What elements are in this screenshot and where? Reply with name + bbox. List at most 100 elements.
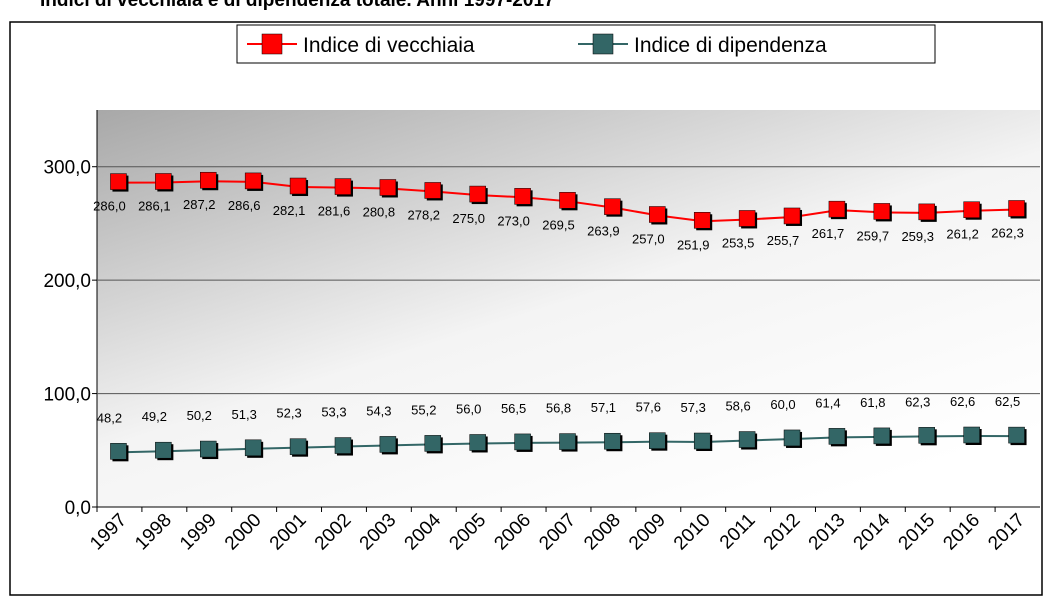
marker	[379, 436, 397, 453]
marker	[918, 203, 935, 221]
marker	[873, 427, 891, 445]
marker	[559, 192, 576, 209]
x-tick-label: 2017	[984, 510, 1029, 555]
data-label: 49,2	[142, 409, 167, 424]
marker	[289, 177, 307, 195]
marker	[693, 212, 711, 229]
data-label: 281,6	[318, 204, 351, 219]
marker	[1008, 426, 1025, 444]
chart-title: Indici di vecchiaia e di dipendenza tota…	[40, 0, 555, 11]
y-tick-label: 100,0	[43, 385, 91, 406]
data-label: 57,1	[591, 400, 616, 415]
x-tick-label: 2008	[580, 510, 625, 555]
data-label: 259,3	[901, 229, 934, 244]
data-label: 261,7	[812, 226, 845, 241]
data-label: 62,3	[905, 394, 930, 409]
x-tick-label: 2006	[490, 510, 535, 555]
marker	[649, 432, 666, 449]
x-tick-label: 2012	[760, 510, 805, 555]
marker	[828, 428, 846, 445]
y-tick-label: 0,0	[65, 498, 91, 519]
data-label: 52,3	[276, 406, 301, 421]
marker	[289, 438, 307, 455]
data-label: 48,2	[97, 410, 122, 425]
y-tick-label: 200,0	[43, 271, 91, 292]
y-tick-label: 300,0	[43, 158, 91, 179]
data-label: 56,5	[501, 401, 526, 416]
marker	[244, 439, 262, 457]
marker	[334, 178, 352, 195]
marker	[783, 429, 801, 447]
legend-marker	[261, 33, 283, 55]
marker	[155, 173, 172, 190]
data-label: 275,0	[452, 211, 485, 226]
chart-frame	[9, 21, 1043, 596]
data-label: 269,5	[542, 217, 575, 232]
x-tick-label: 2002	[311, 510, 356, 555]
data-label: 287,2	[183, 197, 216, 212]
data-label: 56,0	[456, 401, 481, 416]
x-tick-label: 2013	[805, 510, 850, 555]
marker	[559, 433, 576, 450]
data-label: 286,1	[138, 198, 171, 213]
marker	[693, 432, 711, 450]
data-label: 280,8	[363, 204, 396, 219]
x-tick-label: 2000	[221, 510, 266, 555]
marker	[200, 171, 217, 189]
x-tick-label: 1997	[86, 510, 131, 555]
marker	[469, 434, 486, 451]
data-label: 51,3	[232, 407, 257, 422]
legend-label: Indice di dipendenza	[634, 34, 827, 57]
marker	[604, 198, 621, 215]
x-tick-label: 2004	[401, 509, 446, 554]
x-tick-label: 2010	[670, 510, 715, 555]
x-tick-label: 2003	[356, 510, 401, 555]
marker	[334, 437, 352, 454]
marker	[1008, 200, 1025, 217]
data-label: 257,0	[632, 231, 665, 246]
data-label: 62,5	[995, 394, 1020, 409]
data-label: 262,3	[991, 225, 1024, 240]
x-tick-label: 2001	[266, 510, 311, 555]
x-tick-label: 2005	[445, 510, 490, 555]
marker	[244, 172, 262, 190]
data-label: 263,9	[587, 224, 620, 239]
data-label: 62,6	[950, 394, 975, 409]
marker	[963, 201, 980, 218]
data-label: 57,3	[681, 400, 706, 415]
legend-marker	[592, 33, 614, 55]
data-label: 61,8	[860, 395, 885, 410]
marker	[828, 200, 846, 218]
marker	[200, 440, 217, 458]
data-label: 286,0	[93, 199, 126, 214]
marker	[514, 433, 531, 451]
data-label: 60,0	[770, 397, 795, 412]
data-label: 54,3	[366, 403, 391, 418]
marker	[424, 182, 442, 199]
data-label: 255,7	[767, 233, 800, 248]
marker	[738, 431, 756, 448]
marker	[783, 207, 801, 225]
data-label: 50,2	[187, 408, 212, 423]
marker	[110, 173, 127, 190]
marker	[379, 179, 397, 196]
marker	[514, 188, 531, 205]
x-tick-label: 1999	[176, 510, 221, 555]
marker	[424, 435, 442, 452]
data-label: 261,2	[946, 227, 979, 242]
data-label: 282,1	[273, 203, 306, 218]
marker	[155, 441, 172, 459]
data-label: 58,6	[725, 399, 750, 414]
marker	[469, 185, 486, 203]
data-label: 253,5	[722, 235, 755, 250]
x-tick-label: 2016	[939, 510, 984, 555]
data-label: 53,3	[321, 405, 346, 420]
data-label: 251,9	[677, 237, 710, 252]
data-label: 55,2	[411, 402, 436, 417]
legend-label: Indice di vecchiaia	[303, 34, 475, 57]
data-label: 61,4	[815, 395, 840, 410]
x-tick-label: 2011	[716, 510, 760, 554]
x-tick-label: 1998	[131, 510, 176, 555]
x-tick-label: 2007	[535, 510, 580, 555]
